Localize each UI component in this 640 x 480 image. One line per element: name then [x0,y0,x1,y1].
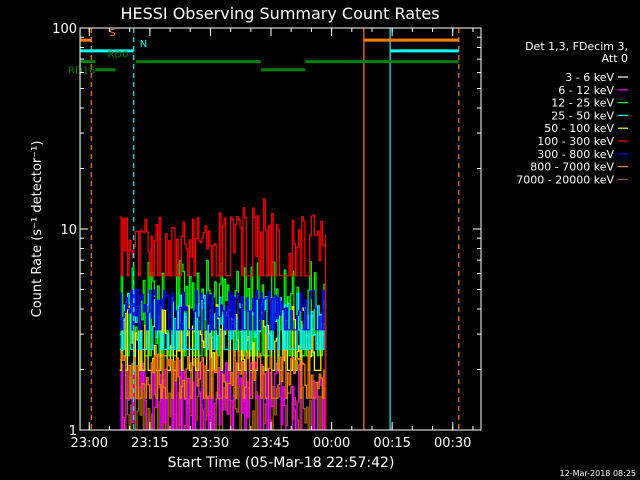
y-tick-label-1: 1 [69,424,77,439]
y-axis: 1 10 100 [52,22,481,439]
legend-entry-label-5: 50 - 100 keV [544,122,614,135]
flag-label-rd0: RD0 [107,50,128,61]
x-tick-label-4: 23:45 [252,436,289,451]
series-line-3 [119,259,327,430]
legend-entry-label-1: 3 - 6 keV [565,71,614,84]
x-tick-label-2: 23:15 [131,436,168,451]
legend-entry-label-7: 300 - 800 keV [537,148,614,161]
flag-label-rd16: RD16 [68,66,95,77]
series-line-8 [119,350,327,430]
y-axis-label: Count Rate (s⁻¹ detector⁻¹) [30,141,45,318]
series-line-9 [119,385,327,430]
x-axis: 23:00 23:15 23:30 23:45 00:00 00:15 00:30 [71,28,474,451]
y-tick-label-2: 10 [60,223,77,238]
x-tick-label-1: 23:00 [71,436,108,451]
x-tick-label-3: 23:30 [192,436,229,451]
x-tick-label-7: 00:30 [434,436,471,451]
legend-title-line-2: Att 0 [602,52,628,65]
legend-entry-label-8: 800 - 7000 keV [530,161,614,174]
x-tick-label-6: 00:15 [373,436,410,451]
flag-label-n: N [140,39,147,50]
legend-entry-label-4: 25 - 50 keV [551,109,614,122]
legend-entry-label-9: 7000 - 20000 keV [516,173,614,186]
series-line-7 [119,289,327,430]
legend-entry-label-3: 12 - 25 keV [551,97,614,110]
x-tick-label-5: 00:00 [313,436,350,451]
y-tick-label-3: 100 [52,22,77,37]
series-line-4 [119,292,327,430]
x-axis-label: Start Time (05-Mar-18 22:57:42) [168,455,395,471]
flag-label-s: S [109,28,115,39]
legend-title-line-1: Det 1,3, FDecim 3, [525,40,628,53]
legend-entry-label-6: 100 - 300 keV [537,135,614,148]
series-line-6 [119,198,327,430]
chart-title: HESSI Observing Summary Count Rates [120,4,439,23]
plot-area: S N RD0 RD16 [68,28,460,430]
footer-timestamp: 12-Mar-2018 08:25 [560,469,637,478]
legend-entry-label-2: 6 - 12 keV [558,84,614,97]
